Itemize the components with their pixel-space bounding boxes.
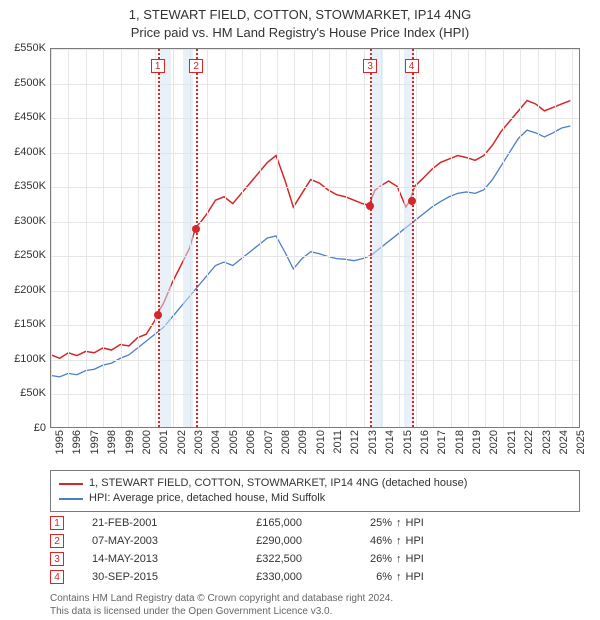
- chart-legend: 1, STEWART FIELD, COTTON, STOWMARKET, IP…: [50, 470, 580, 512]
- transaction-marker: 4: [50, 570, 64, 584]
- chart-title: 1, STEWART FIELD, COTTON, STOWMARKET, IP…: [0, 0, 600, 41]
- x-axis-label: 2019: [471, 430, 483, 466]
- footer-attribution: Contains HM Land Registry data © Crown c…: [50, 592, 580, 618]
- x-axis-label: 2021: [506, 430, 518, 466]
- x-axis-label: 1998: [106, 430, 118, 466]
- transaction-row: 3 14-MAY-2013£322,50026%↑HPI: [50, 550, 580, 567]
- x-axis-label: 2012: [349, 430, 361, 466]
- x-axis-label: 2007: [263, 430, 275, 466]
- y-axis-label: £400K: [2, 146, 46, 158]
- page-root: 1, STEWART FIELD, COTTON, STOWMARKET, IP…: [0, 0, 600, 620]
- chart-marker-2: 2: [189, 59, 203, 73]
- transaction-price: £330,000: [222, 571, 332, 583]
- x-axis-label: 2018: [454, 430, 466, 466]
- x-axis-label: 2020: [488, 430, 500, 466]
- transaction-marker: 1: [50, 516, 64, 530]
- up-arrow-icon: ↑: [392, 553, 406, 565]
- legend-item-property: 1, STEWART FIELD, COTTON, STOWMARKET, IP…: [59, 476, 571, 491]
- transaction-date: 14-MAY-2013: [92, 553, 222, 565]
- transaction-date: 21-FEB-2001: [92, 517, 222, 529]
- x-axis-label: 2006: [245, 430, 257, 466]
- x-axis-label: 2025: [575, 430, 587, 466]
- legend-item-hpi: HPI: Average price, detached house, Mid …: [59, 491, 571, 506]
- transaction-point: [192, 225, 200, 233]
- transaction-hpi-label: HPI: [406, 517, 424, 529]
- x-axis-label: 2014: [384, 430, 396, 466]
- transaction-price: £322,500: [222, 553, 332, 565]
- y-axis-label: £50K: [2, 387, 46, 399]
- title-line-1: 1, STEWART FIELD, COTTON, STOWMARKET, IP…: [129, 7, 471, 22]
- y-axis-label: £450K: [2, 111, 46, 123]
- up-arrow-icon: ↑: [392, 535, 406, 547]
- transaction-marker: 2: [50, 534, 64, 548]
- up-arrow-icon: ↑: [392, 571, 406, 583]
- transaction-pct: 25%: [332, 517, 392, 529]
- x-axis-label: 2022: [523, 430, 535, 466]
- x-axis-label: 2023: [541, 430, 553, 466]
- up-arrow-icon: ↑: [392, 517, 406, 529]
- y-axis-label: £0: [2, 422, 46, 434]
- footer-line-2: This data is licensed under the Open Gov…: [50, 606, 332, 617]
- transaction-price: £290,000: [222, 535, 332, 547]
- x-axis-label: 2016: [419, 430, 431, 466]
- legend-label-property: 1, STEWART FIELD, COTTON, STOWMARKET, IP…: [89, 476, 467, 491]
- chart-marker-1: 1: [151, 59, 165, 73]
- legend-swatch-property: [59, 483, 83, 485]
- x-axis-label: 2001: [158, 430, 170, 466]
- x-axis-label: 2003: [193, 430, 205, 466]
- x-axis-label: 1999: [124, 430, 136, 466]
- x-axis-label: 1996: [71, 430, 83, 466]
- y-axis-label: £250K: [2, 249, 46, 261]
- transaction-marker: 3: [50, 552, 64, 566]
- legend-label-hpi: HPI: Average price, detached house, Mid …: [89, 491, 325, 506]
- chart-marker-3: 3: [363, 59, 377, 73]
- x-axis-label: 2009: [297, 430, 309, 466]
- transaction-hpi-label: HPI: [406, 535, 424, 547]
- y-axis-label: £350K: [2, 180, 46, 192]
- chart-marker-4: 4: [405, 59, 419, 73]
- x-axis-label: 2010: [315, 430, 327, 466]
- y-axis-label: £100K: [2, 353, 46, 365]
- transaction-row: 2 07-MAY-2003£290,00046%↑HPI: [50, 532, 580, 549]
- transaction-price: £165,000: [222, 517, 332, 529]
- y-axis-label: £150K: [2, 318, 46, 330]
- transaction-row: 1 21-FEB-2001£165,00025%↑HPI: [50, 514, 580, 531]
- x-axis-label: 1995: [54, 430, 66, 466]
- y-axis-label: £300K: [2, 215, 46, 227]
- x-axis-label: 2011: [332, 430, 344, 466]
- transaction-date: 30-SEP-2015: [92, 571, 222, 583]
- transaction-date: 07-MAY-2003: [92, 535, 222, 547]
- x-axis-label: 2000: [141, 430, 153, 466]
- x-axis-label: 2013: [367, 430, 379, 466]
- y-axis-label: £500K: [2, 77, 46, 89]
- chart-svg: [51, 49, 579, 427]
- transaction-point: [366, 202, 374, 210]
- transaction-pct: 46%: [332, 535, 392, 547]
- transaction-point: [154, 311, 162, 319]
- x-axis-label: 2017: [436, 430, 448, 466]
- transaction-row: 4 30-SEP-2015£330,0006%↑HPI: [50, 568, 580, 585]
- price-chart: 1 2 3 4: [50, 48, 580, 428]
- transaction-pct: 26%: [332, 553, 392, 565]
- transaction-pct: 6%: [332, 571, 392, 583]
- x-axis-label: 2002: [176, 430, 188, 466]
- footer-line-1: Contains HM Land Registry data © Crown c…: [50, 593, 393, 604]
- transaction-hpi-label: HPI: [406, 571, 424, 583]
- x-axis-label: 1997: [89, 430, 101, 466]
- transaction-hpi-label: HPI: [406, 553, 424, 565]
- x-axis-label: 2015: [402, 430, 414, 466]
- legend-swatch-hpi: [59, 498, 83, 500]
- y-axis-label: £550K: [2, 42, 46, 54]
- x-axis-label: 2004: [210, 430, 222, 466]
- y-axis-label: £200K: [2, 284, 46, 296]
- x-axis-label: 2024: [558, 430, 570, 466]
- x-axis-label: 2008: [280, 430, 292, 466]
- transaction-point: [408, 197, 416, 205]
- title-line-2: Price paid vs. HM Land Registry's House …: [131, 25, 469, 40]
- x-axis-label: 2005: [228, 430, 240, 466]
